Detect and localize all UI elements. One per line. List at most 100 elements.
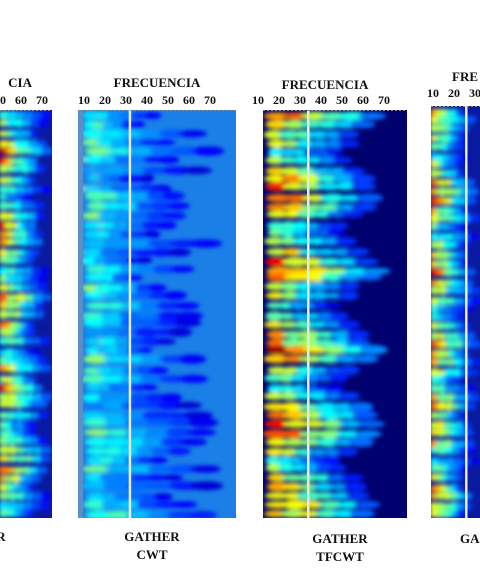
heatmap-cell bbox=[460, 206, 470, 215]
heatmap-cell bbox=[15, 374, 25, 385]
heatmap-cell bbox=[322, 345, 351, 355]
heatmap-cell bbox=[25, 508, 34, 518]
heatmap-cell bbox=[467, 187, 480, 196]
heatmap-cell bbox=[465, 447, 477, 454]
tick-label: 40 bbox=[315, 93, 327, 107]
heatmap-cell bbox=[359, 345, 388, 355]
heatmap-cell bbox=[31, 491, 44, 501]
tick-label: 10 bbox=[78, 93, 90, 107]
heatmap-cell bbox=[32, 292, 45, 302]
heatmap-cell bbox=[313, 482, 337, 491]
heatmap-edge bbox=[78, 110, 83, 518]
heatmap-cell bbox=[338, 140, 360, 148]
heatmap-cell bbox=[442, 240, 452, 250]
tick-label: 10 bbox=[427, 86, 439, 100]
heatmap-cell bbox=[33, 301, 45, 309]
heatmap-cell bbox=[317, 429, 346, 439]
heatmap-cell bbox=[40, 446, 52, 454]
heatmap-cell bbox=[337, 273, 365, 282]
heatmap-cell bbox=[276, 456, 295, 465]
heatmap-cell bbox=[173, 302, 200, 310]
heatmap-cell bbox=[186, 511, 217, 518]
heatmap-cell bbox=[121, 120, 136, 130]
heatmap-cell bbox=[445, 509, 454, 518]
heatmap-cell bbox=[138, 301, 165, 311]
heatmap-cell bbox=[146, 211, 171, 221]
heatmap-cell bbox=[34, 212, 46, 221]
heatmap-cell bbox=[6, 146, 20, 155]
heatmap-cell bbox=[169, 265, 195, 273]
heatmap-cell bbox=[15, 429, 25, 438]
heatmap-cell bbox=[447, 464, 457, 473]
heatmap-cell bbox=[124, 238, 158, 249]
heatmap-cell bbox=[20, 164, 32, 174]
heatmap-cell bbox=[6, 445, 20, 455]
heatmap-cell bbox=[99, 336, 120, 346]
heatmap-cell bbox=[25, 238, 37, 247]
heatmap-cell bbox=[346, 330, 370, 339]
heatmap-cell bbox=[119, 382, 136, 392]
heatmap-cell bbox=[84, 230, 102, 239]
heatmap-cell bbox=[439, 472, 448, 482]
heatmap-cell bbox=[34, 201, 45, 210]
heatmap-cell bbox=[341, 210, 364, 218]
heatmap-cell bbox=[441, 206, 452, 216]
heatmap-cell bbox=[265, 311, 285, 321]
heatmap-cell bbox=[28, 420, 37, 430]
heatmap-cell bbox=[6, 501, 19, 510]
heatmap-cell bbox=[266, 330, 291, 339]
heatmap-cell bbox=[83, 500, 110, 510]
panel-2-ticks: 10 20 30 40 50 60 70 bbox=[78, 93, 225, 108]
heatmap-cell bbox=[4, 482, 13, 492]
heatmap-cell bbox=[456, 509, 465, 518]
heatmap-cell bbox=[32, 238, 44, 246]
heatmap-cell bbox=[106, 111, 125, 120]
panel-1-header: CIA bbox=[8, 75, 32, 90]
heatmap-cell bbox=[23, 129, 33, 138]
heatmap-cell bbox=[40, 146, 52, 156]
heatmap-cell bbox=[315, 464, 335, 472]
heatmap-cell bbox=[26, 256, 35, 265]
heatmap-cell bbox=[151, 184, 172, 193]
heatmap-cell bbox=[323, 455, 341, 465]
heatmap-cell bbox=[349, 509, 376, 518]
heatmap-cell bbox=[175, 311, 204, 320]
heatmap-cell bbox=[36, 283, 48, 293]
heatmap-cell bbox=[39, 492, 52, 500]
heatmap-cell bbox=[265, 273, 293, 282]
heatmap-cell bbox=[328, 373, 349, 383]
heatmap-cell bbox=[443, 439, 454, 449]
heatmap-cell bbox=[316, 311, 336, 321]
heatmap-cell bbox=[102, 400, 130, 410]
heatmap-cell bbox=[177, 354, 207, 364]
heatmap-cell bbox=[93, 256, 110, 266]
heatmap-cell bbox=[152, 264, 178, 274]
heatmap-cell bbox=[39, 364, 52, 372]
heatmap-cell bbox=[83, 120, 98, 129]
tick-label: 30 bbox=[294, 93, 306, 107]
heatmap-cell bbox=[35, 140, 47, 148]
heatmap-cell bbox=[137, 184, 159, 194]
heatmap-cell bbox=[443, 267, 455, 277]
heatmap-cell bbox=[353, 500, 381, 509]
heatmap-cell bbox=[443, 115, 455, 125]
heatmap-cell bbox=[439, 108, 448, 117]
heatmap-cell bbox=[456, 427, 467, 437]
heatmap-cell bbox=[4, 420, 14, 430]
heatmap-cell bbox=[189, 239, 223, 248]
heatmap-cell bbox=[189, 465, 222, 473]
heatmap-cell bbox=[349, 437, 375, 447]
panel-2-caption: GATHER CWT bbox=[124, 529, 180, 562]
heatmap-cell bbox=[440, 250, 450, 260]
heatmap-cell bbox=[455, 169, 464, 178]
heatmap-cell bbox=[13, 410, 26, 421]
heatmap-cell bbox=[112, 221, 134, 230]
heatmap-cell bbox=[298, 338, 323, 348]
heatmap-cells bbox=[0, 110, 52, 518]
heatmap-cell bbox=[35, 400, 48, 409]
panel-4-heatmap bbox=[431, 106, 480, 518]
heatmap-cell bbox=[155, 221, 177, 230]
heatmap-cell bbox=[39, 337, 52, 345]
heatmap-cell bbox=[446, 411, 455, 420]
heatmap-cell bbox=[283, 202, 309, 212]
